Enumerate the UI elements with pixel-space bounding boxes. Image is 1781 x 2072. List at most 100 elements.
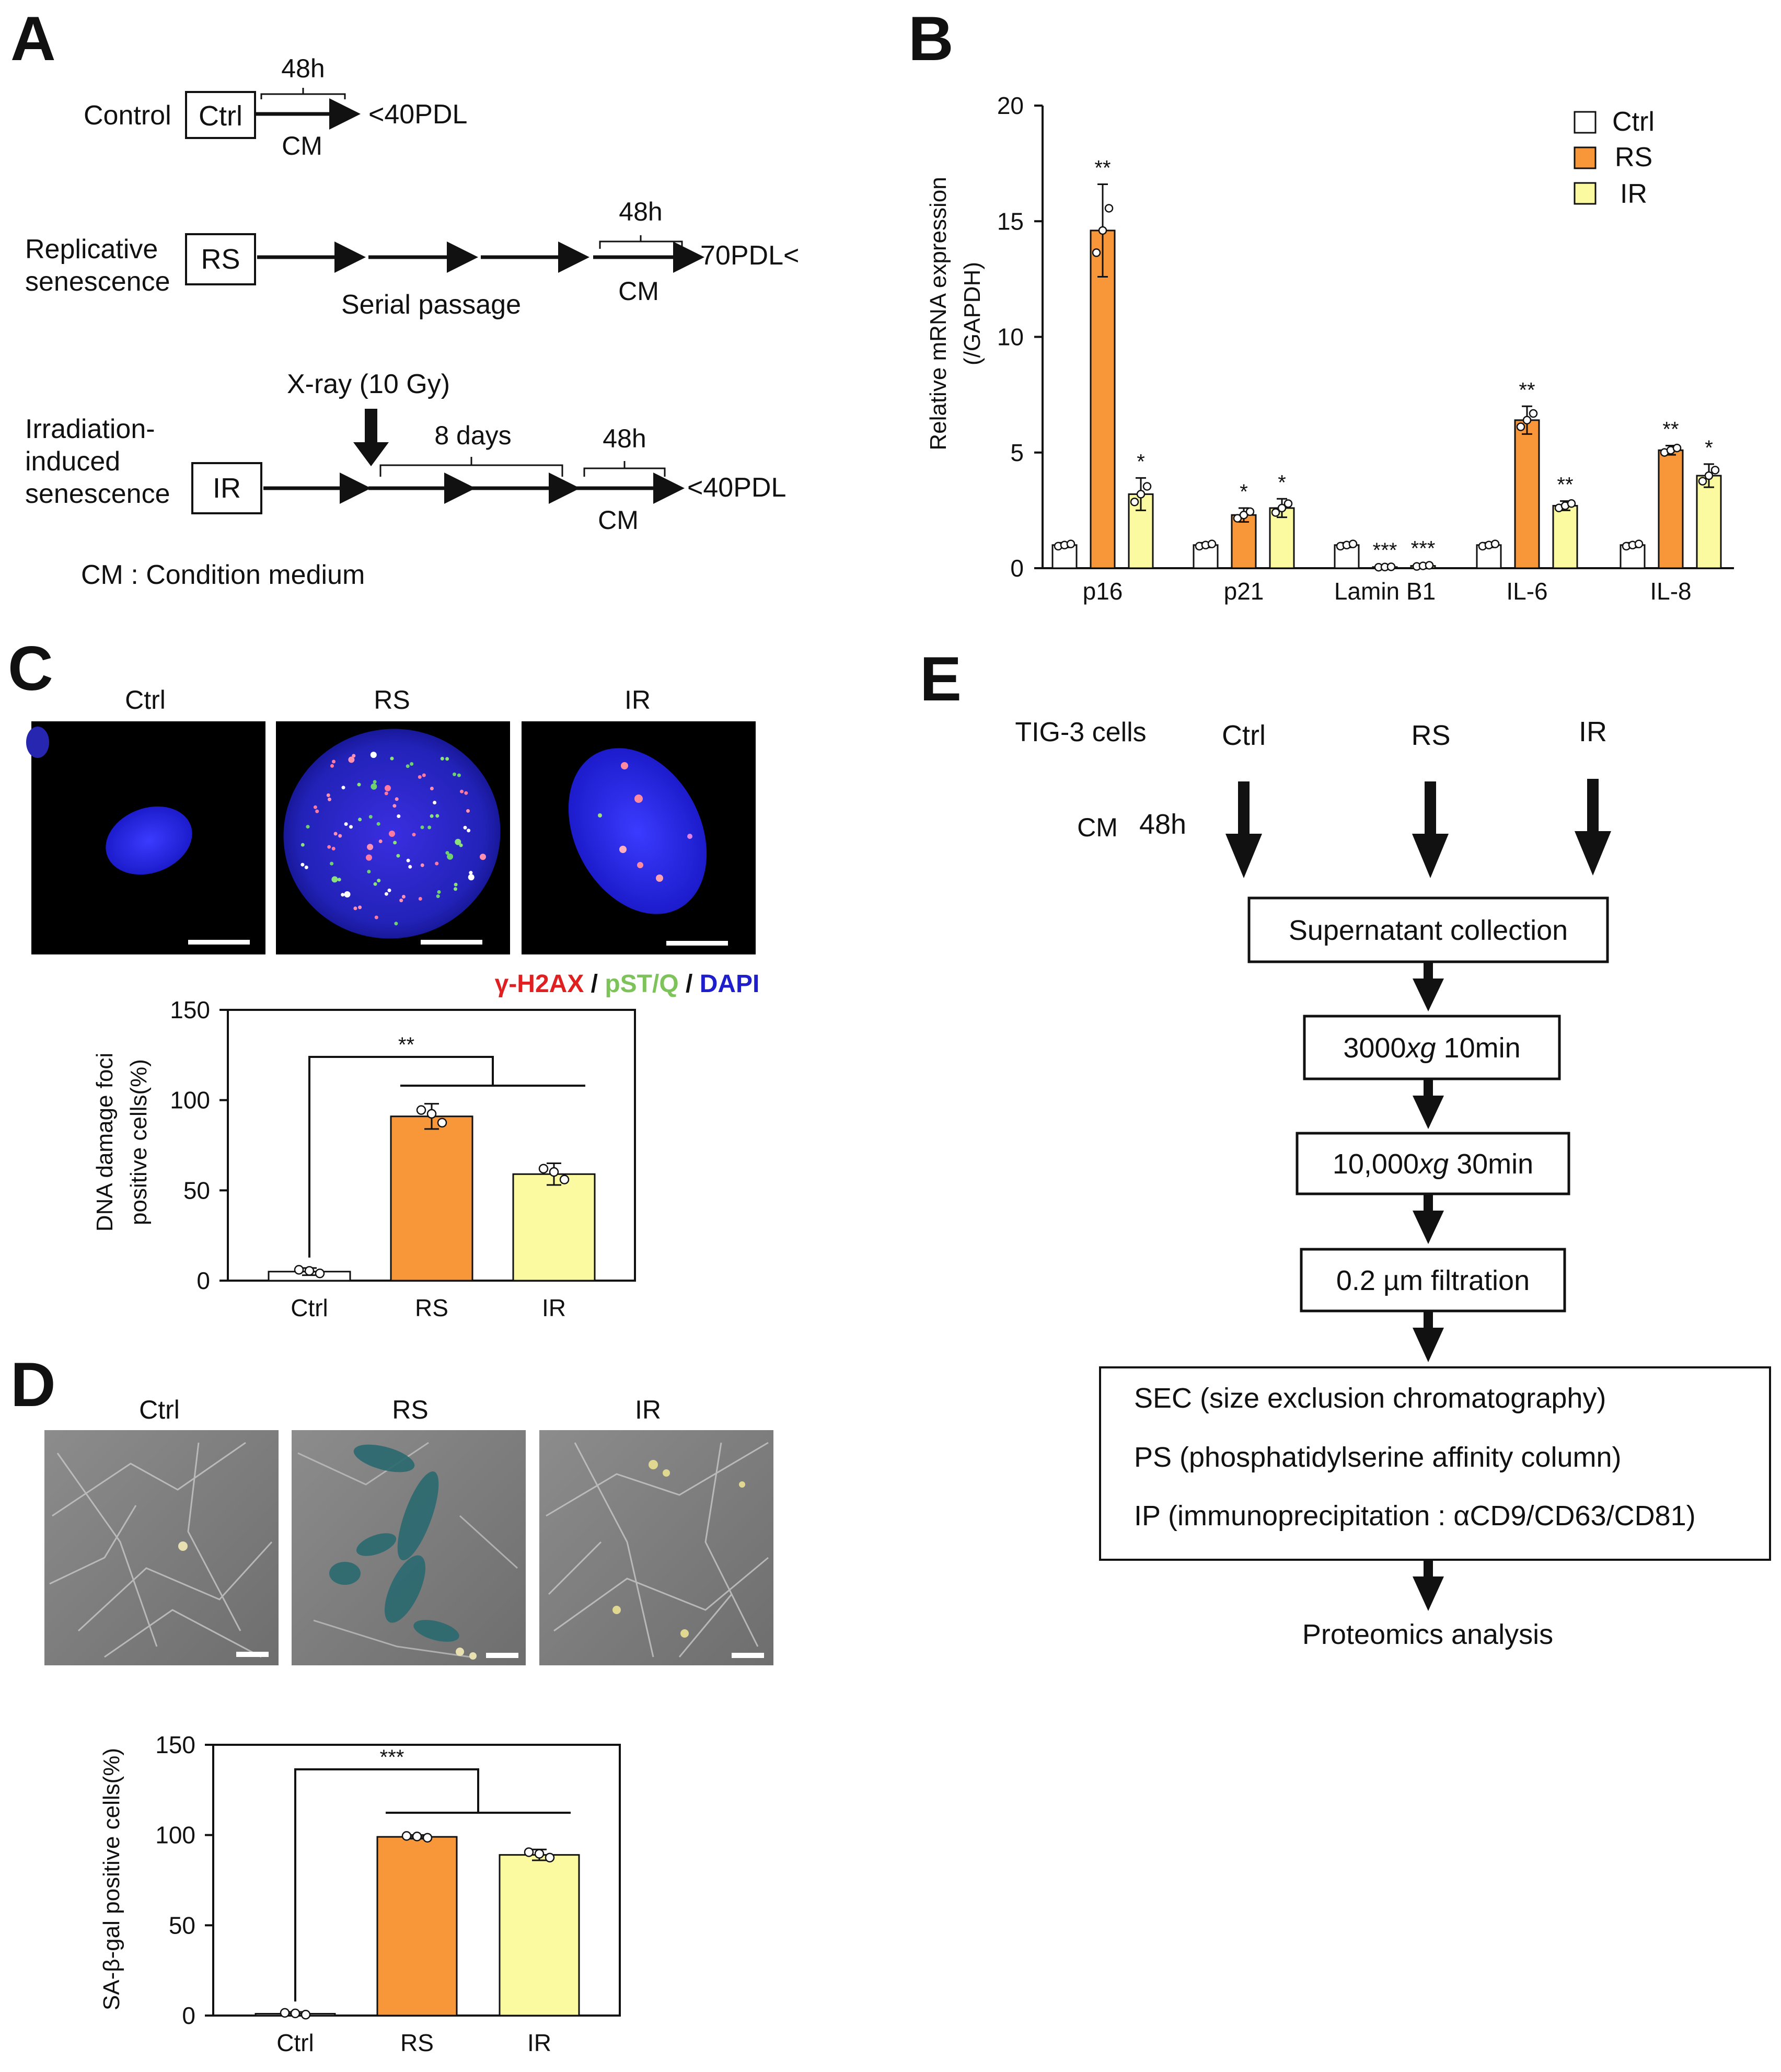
legend-ir: IR [1620,179,1647,209]
chart-b-point [1271,508,1280,517]
rs-focus-dot [328,797,331,801]
e-step2-text: 3000xg 10min [1343,1032,1520,1064]
d-img-title-ir: IR [635,1395,661,1424]
rs-cm: CM [618,277,659,306]
rs-focus-dot [330,861,334,866]
rs-focus-dot [436,894,440,899]
c-img-title-ctrl: Ctrl [125,685,166,715]
rs-focus-dot [406,858,410,862]
chart-d: 0 50 100 150 Ctrl RS IR *** [155,1731,621,2056]
rs-focus-dot [333,832,338,836]
chart-b-y-tick-label: 10 [997,324,1024,351]
rs-focus-dot [376,822,380,826]
chart-b-point [1283,499,1293,508]
rs-focus-dot [341,786,345,790]
chartC-y-tick-label: 150 [170,996,210,1023]
e-flow-arrow-2 [1413,1080,1444,1129]
rs-focus-dot [389,831,395,837]
rs-focus-dot [384,892,388,896]
chartD-bar [499,1854,580,2017]
chart-c: 0 50 100 150 Ctrl RS IR ** [170,996,636,1321]
rs-focus-dot [469,871,473,875]
rs-focus-dot [387,888,391,892]
chart-b-legend: Ctrl RS IR [1574,107,1655,209]
rs-focus-dot [304,865,308,869]
rs-box [185,233,256,285]
stain-sep-1: / [584,970,605,998]
e-cm: CM [1077,813,1118,842]
rs-focus-dot [385,785,391,791]
chart-b-x-label: IL-6 [1506,578,1547,605]
chartD-point [545,1852,555,1863]
ir-time: 48h [603,424,646,453]
rs-focus-dot [397,814,401,818]
d-image-rs [292,1430,526,1665]
ctrl-box-text: Ctrl [199,100,242,132]
ir-label-3: senescence [25,479,170,509]
chartD-point [290,2008,300,2019]
chartD-point [401,1831,412,1841]
e-col-ir: IR [1579,716,1607,747]
e-box-ps: PS (phosphatidylserine affinity column) [1134,1442,1621,1473]
rs-focus-dot [395,797,399,801]
rs-focus-dot [315,809,319,813]
chart-b-point [1104,204,1114,213]
stain-h2ax: γ-H2AX [495,970,584,998]
chart-b-point [1425,561,1434,570]
chart-b-y-tick-label: 0 [1010,555,1024,582]
chart-b-bar [1658,449,1684,569]
rs-focus-dot [341,893,345,897]
stain-legend: γ-H2AX / pST/Q / DAPI [495,970,760,998]
rs-focus-dot [384,791,388,796]
ir-pdl: <40PDL [687,473,786,503]
xray-arrow-head [353,442,389,466]
chartD-point [524,1847,534,1857]
ctrl-cm: CM [282,131,322,160]
chart-b-bar [1514,419,1540,569]
rs-focus-dot [353,906,357,911]
chartD-point [412,1832,422,1841]
e-col-ctrl: Ctrl [1222,720,1266,751]
chartC-point [315,1268,325,1279]
chartC-point [294,1265,304,1275]
chart-b-bar [1696,475,1722,569]
chartC-bar [390,1115,473,1282]
chartC-point [416,1105,426,1115]
rs-focus-dot [348,756,355,763]
rs-focus-dot [313,805,317,809]
rs-focus-dot [440,756,444,761]
rs-time: 48h [619,197,662,226]
rs-focus-dot [371,783,377,790]
chart-b-point [1142,482,1152,491]
rs-focus-dot [326,793,330,797]
chartD-point [422,1833,433,1843]
panel-b: B Relative mRNA expression (/GAPDH) 0 5 10… [908,4,1734,605]
chart-b-point [1066,539,1075,548]
rs-focus-dot [390,756,394,761]
chart-b-x-label: IL-8 [1650,578,1691,605]
ir-box [191,462,262,514]
e-flow-arrow-1 [1413,963,1444,1011]
rs-focus-dot [466,809,470,813]
chartC-x-label: RS [415,1294,448,1321]
chartC-y-tick-label: 100 [170,1087,210,1114]
chart-b-point [1092,248,1101,257]
c-image-ctrl [26,721,265,954]
chart-b-sig: * [1137,450,1145,473]
chart-b-sig: * [1278,471,1286,494]
chart-b-point [1348,539,1358,548]
rs-focus-dot [332,759,336,764]
rs-focus-dot [344,822,348,826]
ctrl-time: 48h [281,54,325,83]
rs-focus-dot [445,757,449,761]
rs-focus-dot [357,782,361,787]
ir-label-1: Irradiation- [25,414,155,444]
ctrl-bracket [260,88,346,99]
rs-focus-dot [337,878,341,882]
chart-b-bar [1231,514,1257,569]
c-image-ir [522,721,756,954]
xray-arrow-shaft [365,409,377,446]
chartD-point [300,2010,311,2020]
rs-focus-dot [435,814,440,818]
rs-focus-dot [377,879,381,883]
